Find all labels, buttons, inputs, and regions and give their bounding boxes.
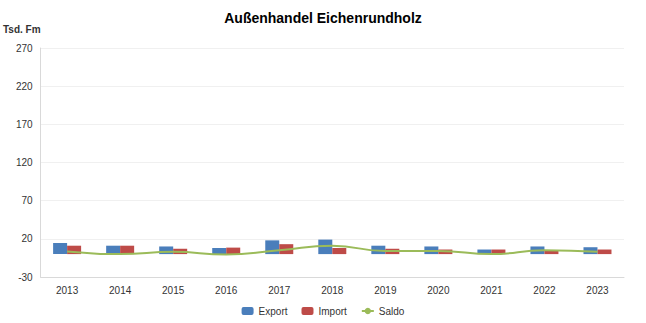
svg-text:2023: 2023 <box>586 285 609 296</box>
svg-text:Tsd. Fm: Tsd. Fm <box>3 24 41 35</box>
svg-text:2022: 2022 <box>533 285 556 296</box>
svg-text:2014: 2014 <box>109 285 132 296</box>
svg-text:2016: 2016 <box>215 285 238 296</box>
svg-text:Außenhandel Eichenrundholz: Außenhandel Eichenrundholz <box>224 10 422 26</box>
svg-text:2019: 2019 <box>374 285 397 296</box>
svg-text:Import: Import <box>318 306 347 317</box>
svg-text:220: 220 <box>16 81 33 92</box>
svg-text:Export: Export <box>259 306 288 317</box>
svg-text:270: 270 <box>16 43 33 54</box>
svg-text:Saldo: Saldo <box>379 306 405 317</box>
svg-text:120: 120 <box>16 157 33 168</box>
svg-text:2021: 2021 <box>480 285 503 296</box>
svg-text:170: 170 <box>16 119 33 130</box>
svg-text:70: 70 <box>21 195 33 206</box>
svg-text:2020: 2020 <box>427 285 450 296</box>
svg-text:-30: -30 <box>18 272 33 283</box>
svg-text:2015: 2015 <box>162 285 185 296</box>
svg-text:2018: 2018 <box>321 285 344 296</box>
svg-text:20: 20 <box>21 233 33 244</box>
svg-text:2017: 2017 <box>268 285 291 296</box>
svg-text:2013: 2013 <box>56 285 79 296</box>
